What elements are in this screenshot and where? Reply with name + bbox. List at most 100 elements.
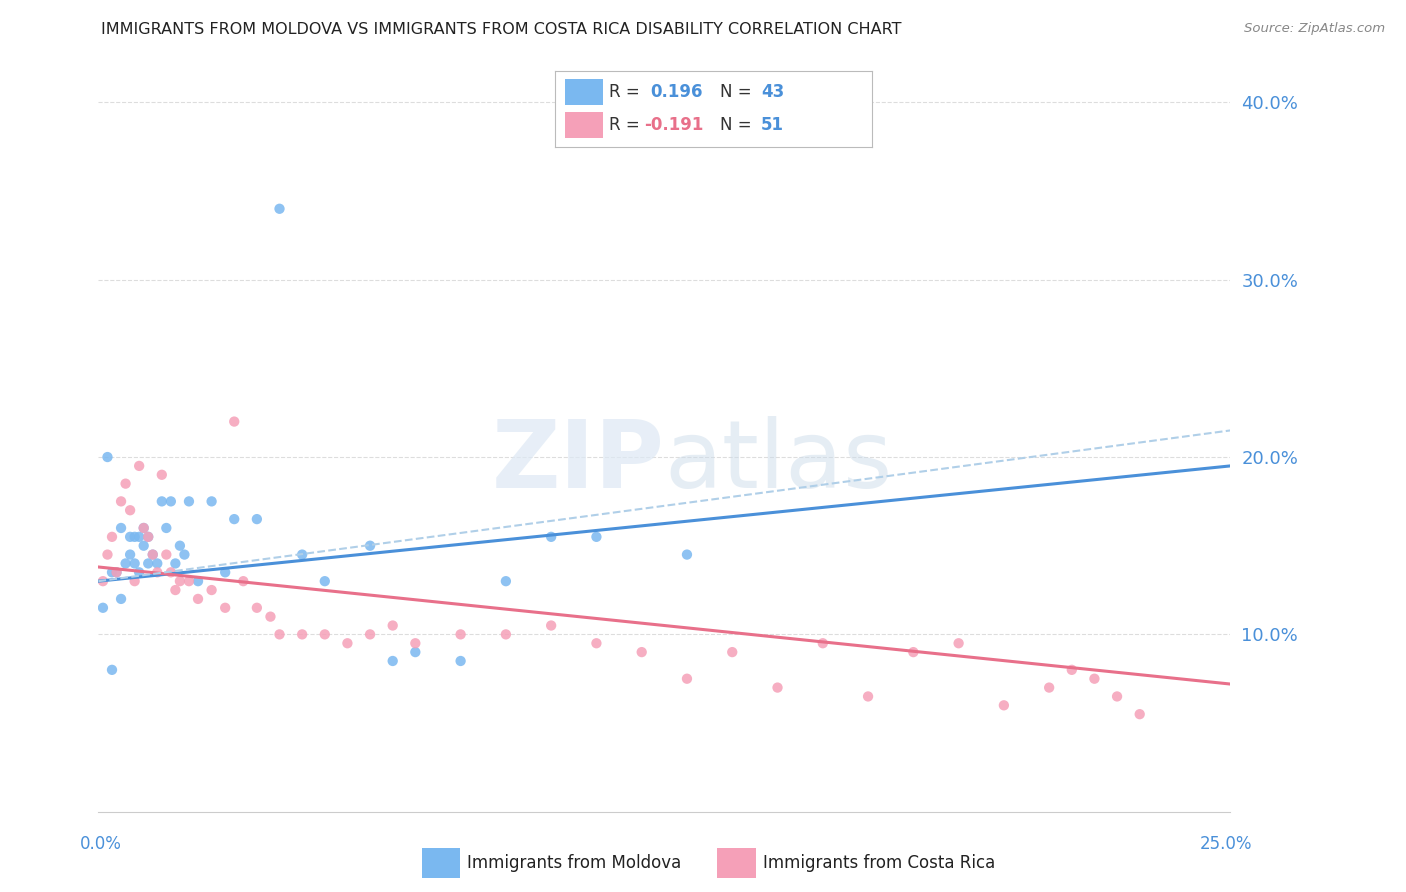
Point: [269, 627, 291, 641]
Point: [124, 557, 146, 571]
Point: [169, 574, 191, 589]
Text: 51: 51: [761, 116, 785, 134]
Point: [136, 557, 159, 571]
Point: [948, 636, 970, 650]
Point: [101, 530, 124, 544]
Point: [246, 600, 269, 615]
Point: [1107, 690, 1129, 704]
Point: [187, 591, 209, 606]
Point: [269, 202, 291, 216]
Point: [165, 557, 187, 571]
Point: [132, 521, 155, 535]
Point: [96, 548, 118, 562]
Point: [381, 618, 404, 632]
Point: [124, 574, 146, 589]
Text: 25.0%: 25.0%: [1199, 835, 1253, 853]
Point: [105, 566, 128, 580]
Point: [450, 627, 472, 641]
Point: [259, 609, 281, 624]
Point: [150, 494, 173, 508]
Point: [246, 512, 269, 526]
Point: [173, 548, 195, 562]
Point: [142, 548, 165, 562]
Bar: [717, 848, 756, 878]
Point: [495, 574, 517, 589]
Point: [101, 566, 124, 580]
Point: [91, 600, 114, 615]
Point: [110, 591, 132, 606]
Point: [128, 458, 150, 473]
Point: [155, 548, 177, 562]
Point: [1038, 681, 1060, 695]
Point: [359, 627, 381, 641]
Point: [540, 618, 562, 632]
Text: ZIP: ZIP: [492, 416, 665, 508]
Point: [120, 530, 142, 544]
Point: [150, 467, 173, 482]
Point: [224, 415, 246, 429]
Point: [314, 574, 336, 589]
Text: 0.196: 0.196: [650, 83, 703, 101]
Point: [993, 698, 1015, 713]
Text: N =: N =: [720, 116, 756, 134]
Point: [721, 645, 744, 659]
Point: [110, 494, 132, 508]
Point: [132, 521, 155, 535]
Point: [1129, 707, 1152, 722]
Point: [142, 548, 165, 562]
Point: [291, 548, 314, 562]
Bar: [565, 112, 603, 138]
Point: [903, 645, 925, 659]
Point: [232, 574, 254, 589]
Point: [160, 566, 183, 580]
Point: [381, 654, 404, 668]
Point: [187, 574, 209, 589]
Point: [146, 557, 169, 571]
Text: N =: N =: [720, 83, 756, 101]
Point: [165, 582, 187, 597]
Point: [1060, 663, 1083, 677]
Point: [124, 530, 146, 544]
Point: [101, 663, 124, 677]
Point: [136, 530, 159, 544]
Point: [128, 566, 150, 580]
Point: [128, 530, 150, 544]
Point: [1083, 672, 1105, 686]
Point: [120, 503, 142, 517]
Point: [495, 627, 517, 641]
Point: [201, 582, 224, 597]
Point: [676, 672, 699, 686]
Text: 43: 43: [761, 83, 785, 101]
Point: [404, 636, 426, 650]
Point: [132, 539, 155, 553]
Text: R =: R =: [609, 83, 645, 101]
Point: [169, 539, 191, 553]
Point: [114, 476, 136, 491]
Point: [766, 681, 789, 695]
Point: [585, 530, 607, 544]
Point: [359, 539, 381, 553]
Point: [314, 627, 336, 641]
Point: [146, 566, 169, 580]
Point: [336, 636, 359, 650]
Text: 0.0%: 0.0%: [80, 835, 122, 853]
Point: [160, 494, 183, 508]
Point: [177, 574, 200, 589]
Point: [214, 566, 236, 580]
Point: [291, 627, 314, 641]
Point: [856, 690, 879, 704]
Point: [114, 557, 136, 571]
Point: [91, 574, 114, 589]
Bar: [422, 848, 461, 878]
Point: [811, 636, 834, 650]
Text: Immigrants from Costa Rica: Immigrants from Costa Rica: [762, 854, 995, 872]
Point: [450, 654, 472, 668]
Point: [676, 548, 699, 562]
Point: [96, 450, 118, 464]
Text: -0.191: -0.191: [644, 116, 703, 134]
Point: [120, 548, 142, 562]
Text: atlas: atlas: [665, 416, 893, 508]
Point: [224, 512, 246, 526]
Point: [404, 645, 426, 659]
Text: IMMIGRANTS FROM MOLDOVA VS IMMIGRANTS FROM COSTA RICA DISABILITY CORRELATION CHA: IMMIGRANTS FROM MOLDOVA VS IMMIGRANTS FR…: [101, 22, 901, 37]
